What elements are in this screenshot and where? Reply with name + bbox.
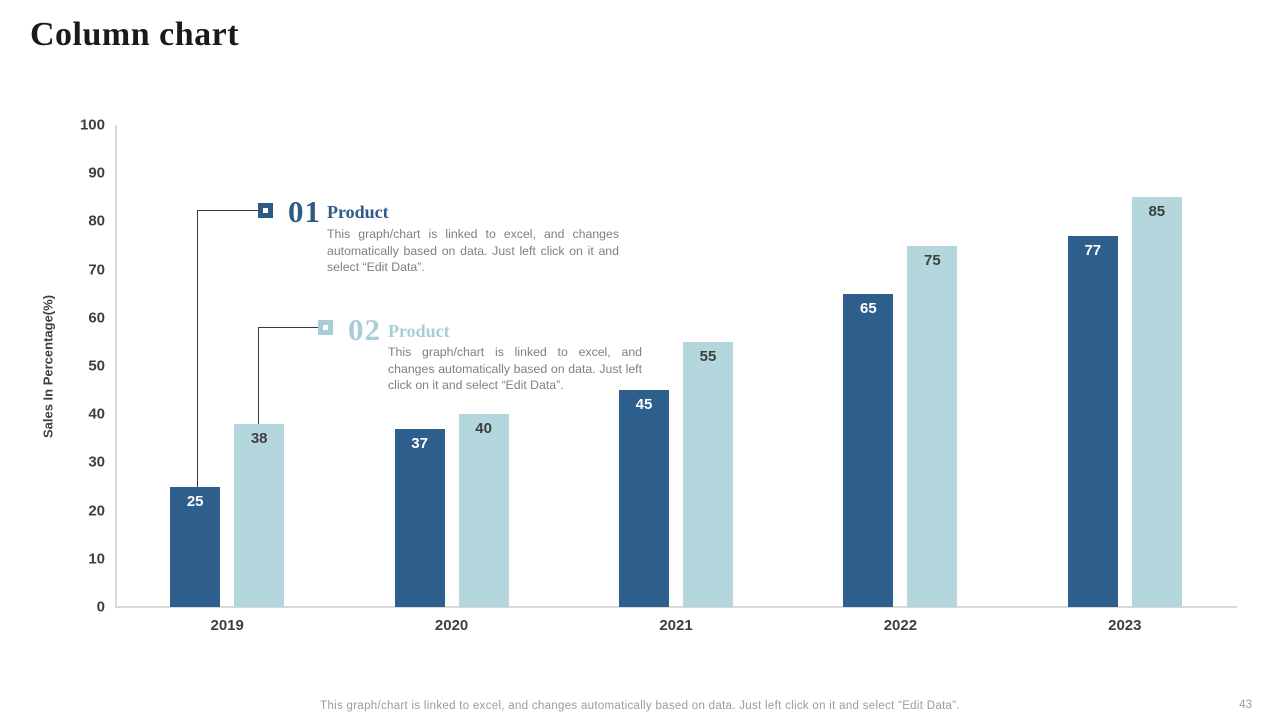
callout-01-connector-vertical — [197, 210, 198, 487]
y-axis-tick-label: 0 — [96, 598, 105, 616]
bar-value-label: 65 — [860, 299, 877, 317]
x-axis-tick-label: 2021 — [659, 617, 693, 634]
callout-02-connector-horizontal — [258, 327, 318, 328]
callout-02-title: Product — [388, 321, 450, 341]
y-axis-line — [115, 125, 117, 608]
callout-02-body: This graph/chart is linked to excel, and… — [388, 345, 642, 392]
y-axis-tick-label: 70 — [88, 261, 105, 279]
bar-product-01-2020[interactable] — [394, 428, 445, 607]
bar-value-label: 77 — [1084, 241, 1102, 259]
callout-01-number: 01 — [288, 194, 321, 229]
y-axis-tick-label: 100 — [79, 116, 105, 134]
bar-value-label: 40 — [475, 420, 492, 438]
bar-value-label: 45 — [635, 396, 653, 414]
y-axis-tick-label: 40 — [88, 405, 105, 423]
footer-note: This graph/chart is linked to excel, and… — [320, 700, 960, 712]
page-title: Column chart — [30, 16, 240, 53]
y-axis-tick-label: 90 — [88, 164, 105, 182]
bar-value-label: 38 — [250, 429, 268, 447]
x-axis-line — [115, 606, 1237, 608]
y-axis-tick-label: 60 — [88, 309, 105, 327]
bar-product-01-2021[interactable] — [619, 390, 669, 607]
callout-02-connector-vertical — [258, 327, 259, 424]
bar-product-02-2022[interactable] — [907, 245, 958, 607]
bar-product-02-2021[interactable] — [683, 341, 733, 607]
bar-value-label: 75 — [924, 251, 941, 269]
bar-value-label: 85 — [1148, 203, 1166, 221]
callout-01-connector-horizontal — [197, 210, 258, 211]
bar-product-02-2020[interactable] — [458, 414, 509, 607]
callout-01-title: Product — [327, 202, 389, 222]
x-axis-tick-label: 2023 — [1108, 617, 1142, 634]
bar-product-02-2019[interactable] — [234, 423, 285, 607]
bar-product-01-2023[interactable] — [1067, 235, 1118, 607]
callout-01-body: This graph/chart is linked to excel, and… — [327, 227, 619, 274]
bar-value-label: 55 — [699, 347, 717, 365]
y-axis-tick-label: 50 — [88, 357, 105, 375]
y-axis-tick-label: 80 — [88, 212, 105, 230]
x-axis-tick-label: 2019 — [210, 617, 244, 634]
bar-product-01-2022[interactable] — [843, 293, 894, 607]
x-axis-tick-label: 2022 — [883, 617, 918, 634]
x-axis-tick-label: 2020 — [434, 617, 469, 634]
bar-product-02-2023[interactable] — [1131, 197, 1182, 607]
bar-product-01-2019[interactable] — [170, 486, 221, 607]
y-axis-tick-label: 20 — [88, 502, 105, 520]
bar-value-label: 37 — [411, 434, 428, 452]
y-axis-tick-label: 10 — [88, 550, 105, 568]
y-axis-tick-label: 30 — [88, 453, 105, 471]
page-number: 43 — [1239, 699, 1252, 711]
callout-02-number: 02 — [348, 312, 381, 347]
y-axis-title: Sales In Percentage(%) — [40, 294, 56, 439]
bar-value-label: 25 — [186, 492, 204, 510]
square-marker-icon — [318, 320, 333, 335]
square-marker-icon — [258, 203, 273, 218]
